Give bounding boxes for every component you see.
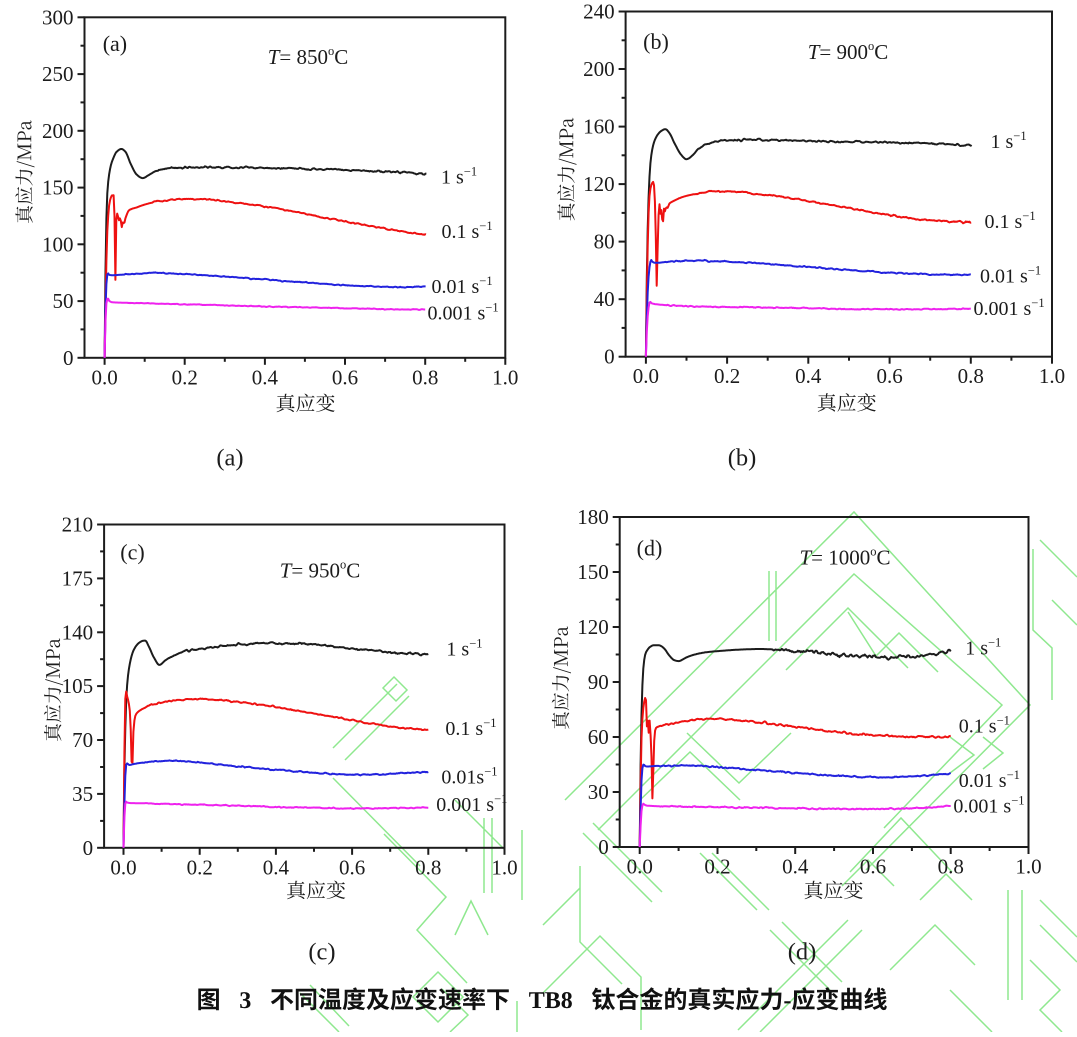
svg-text:160: 160 (583, 115, 615, 139)
svg-text:0.8: 0.8 (958, 364, 984, 388)
svg-text:120: 120 (577, 615, 609, 639)
svg-text:0.8: 0.8 (415, 855, 441, 879)
svg-text:0.4: 0.4 (263, 855, 290, 879)
svg-text:200: 200 (42, 119, 74, 143)
svg-text:250: 250 (42, 62, 74, 86)
svg-text:T= 850oC: T= 850oC (268, 44, 349, 69)
svg-text:240: 240 (583, 0, 615, 24)
svg-text:(a): (a) (103, 31, 127, 56)
svg-text:0.0: 0.0 (110, 855, 136, 879)
svg-text:0.2: 0.2 (704, 855, 730, 879)
svg-text:35: 35 (72, 782, 93, 806)
svg-text:T= 900oC: T= 900oC (808, 39, 889, 64)
svg-text:0.4: 0.4 (252, 365, 279, 389)
svg-text:105: 105 (62, 674, 94, 698)
svg-text:0.6: 0.6 (332, 365, 358, 389)
svg-text:40: 40 (594, 287, 615, 311)
svg-text:T= 950oC: T= 950oC (280, 558, 361, 583)
svg-text:(b): (b) (728, 445, 757, 472)
svg-text:140: 140 (62, 620, 94, 644)
svg-text:0.2: 0.2 (187, 855, 213, 879)
svg-text:80: 80 (594, 230, 615, 254)
svg-text:0.6: 0.6 (860, 855, 886, 879)
svg-text:0.8: 0.8 (938, 855, 964, 879)
svg-text:0: 0 (63, 346, 74, 370)
svg-text:0: 0 (604, 345, 615, 369)
svg-text:0.0: 0.0 (627, 855, 653, 879)
svg-text:0.01 s−1: 0.01 s−1 (432, 274, 493, 298)
svg-text:0.2: 0.2 (172, 365, 198, 389)
svg-text:0.6: 0.6 (339, 855, 365, 879)
svg-text:1.0: 1.0 (491, 855, 517, 879)
svg-text:T= 1000oC: T= 1000oC (799, 545, 890, 570)
svg-text:60: 60 (588, 725, 609, 749)
svg-text:0.4: 0.4 (782, 855, 809, 879)
svg-text:1.0: 1.0 (1015, 855, 1041, 879)
svg-text:0: 0 (83, 836, 94, 860)
svg-text:0.0: 0.0 (91, 365, 117, 389)
svg-text:0.8: 0.8 (412, 365, 438, 389)
svg-text:0.6: 0.6 (876, 364, 902, 388)
svg-text:300: 300 (42, 5, 74, 29)
svg-text:1.0: 1.0 (1039, 364, 1065, 388)
svg-text:0: 0 (598, 835, 609, 859)
svg-text:(c): (c) (308, 939, 335, 966)
svg-text:150: 150 (42, 176, 74, 200)
svg-text:(c): (c) (120, 540, 144, 565)
svg-text:175: 175 (62, 566, 94, 590)
svg-text:(a): (a) (216, 445, 243, 472)
svg-text:120: 120 (583, 172, 615, 196)
svg-text:0.4: 0.4 (795, 364, 822, 388)
svg-text:(b): (b) (643, 29, 669, 54)
svg-text:180: 180 (577, 505, 609, 529)
svg-text:0.01 s−1: 0.01 s−1 (959, 768, 1020, 792)
svg-text:70: 70 (72, 728, 93, 752)
svg-text:200: 200 (583, 57, 615, 81)
svg-text:30: 30 (588, 780, 609, 804)
svg-text:90: 90 (588, 670, 609, 694)
svg-text:0.2: 0.2 (714, 364, 740, 388)
svg-text:150: 150 (577, 560, 609, 584)
svg-text:0.0: 0.0 (633, 364, 659, 388)
svg-text:(d): (d) (788, 939, 817, 966)
svg-text:210: 210 (62, 513, 94, 537)
svg-text:1.0: 1.0 (492, 365, 518, 389)
svg-text:(d): (d) (637, 536, 663, 561)
svg-text:50: 50 (53, 289, 74, 313)
svg-text:100: 100 (42, 232, 74, 256)
